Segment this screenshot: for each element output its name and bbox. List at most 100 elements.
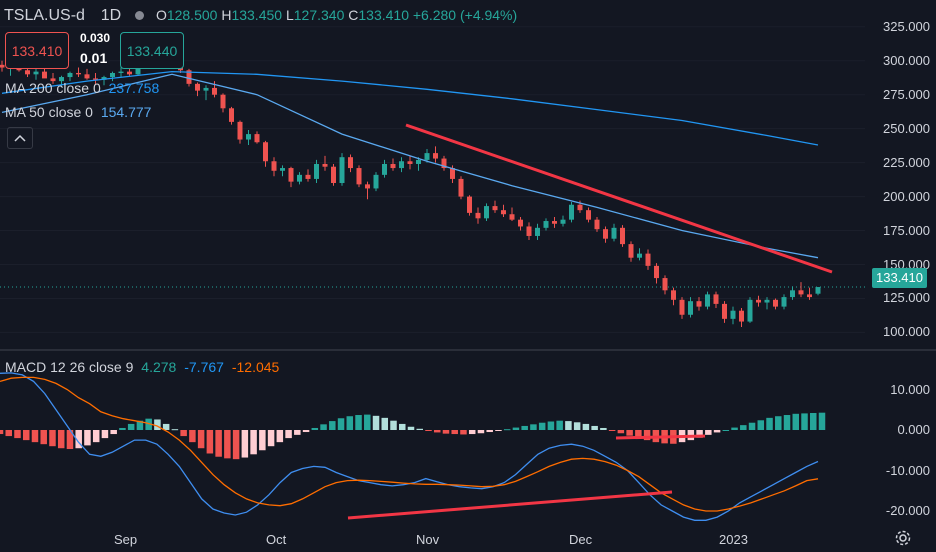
macd-histogram-bar	[495, 430, 502, 431]
price-tick-label: 100.000	[883, 324, 930, 340]
macd-legend[interactable]: MACD 12 26 close 9 4.278 -7.767 -12.045	[5, 359, 279, 375]
sell-button[interactable]: 133.410	[5, 32, 69, 69]
quantity-field[interactable]: 0.01	[80, 50, 108, 66]
candle-body	[212, 87, 217, 95]
candle-body	[322, 163, 328, 167]
macd-histogram-bar	[617, 430, 625, 434]
candle-body	[339, 157, 345, 183]
candle-body	[484, 206, 489, 219]
macd-histogram-bar	[267, 430, 275, 447]
macd-histogram-bar	[810, 412, 817, 430]
candle-body	[713, 294, 719, 304]
macd-histogram-bar	[600, 427, 607, 430]
macd-histogram-bar	[399, 423, 406, 430]
candle-body	[569, 204, 574, 220]
symbol-name[interactable]: TSLA.US-d	[4, 7, 85, 24]
price-tick-label: 325.000	[883, 18, 930, 34]
macd-histogram-bar	[748, 422, 756, 430]
macd-histogram-bar	[206, 430, 214, 454]
macd-histogram-bar	[294, 430, 301, 435]
macd-histogram-bar	[232, 430, 240, 460]
candle-body	[25, 70, 30, 75]
macd-histogram-bar	[538, 422, 546, 430]
macd-line-value: -7.767	[184, 359, 224, 375]
candle-body	[42, 71, 47, 79]
macd-histogram-bar	[145, 418, 152, 430]
candle-body	[297, 174, 302, 182]
macd-histogram-bar	[259, 430, 266, 451]
macd-histogram-bar	[503, 429, 511, 431]
collapse-legend-button[interactable]	[7, 127, 33, 149]
trend-line-macd	[347, 490, 673, 520]
macd-histogram-bar	[626, 430, 633, 436]
ma200-legend[interactable]: MA 200 close 0 237.758	[5, 80, 159, 96]
macd-histogram-bar	[180, 430, 187, 437]
macd-histogram-bar	[119, 427, 126, 430]
time-tick-label: Oct	[266, 532, 287, 547]
candle-body	[637, 253, 642, 258]
price-tick-label: 175.000	[883, 222, 930, 238]
macd-histogram-bar	[355, 415, 362, 430]
macd-histogram-bar	[547, 421, 555, 430]
macd-histogram-bar	[171, 429, 179, 431]
trend-line-price	[405, 123, 833, 274]
macd-histogram-bar	[731, 427, 738, 430]
macd-histogram-bar	[311, 427, 319, 430]
candle-body	[424, 153, 430, 160]
candle-body	[577, 204, 583, 211]
macd-label: MACD 12 26 close 9	[5, 359, 134, 375]
candle-body	[722, 303, 727, 319]
macd-histogram-bar	[66, 430, 74, 450]
macd-histogram-bar	[92, 430, 100, 443]
macd-histogram-bar	[425, 430, 432, 431]
settings-button[interactable]	[894, 529, 912, 547]
macd-histogram-bar	[40, 430, 47, 445]
candle-body	[594, 219, 600, 230]
market-status-icon	[135, 11, 145, 20]
ma50-line	[1, 73, 819, 259]
ma50-legend[interactable]: MA 50 close 0 154.777	[5, 104, 151, 120]
macd-histogram-bar	[486, 430, 493, 433]
chevron-up-icon	[14, 134, 26, 142]
candle-body	[186, 70, 192, 84]
macd-histogram-bar	[740, 425, 747, 430]
price-tick-label: 225.000	[883, 154, 930, 170]
candle-body	[815, 287, 821, 294]
macd-histogram-bar	[22, 430, 30, 441]
candle-body	[560, 219, 566, 224]
candle-body	[654, 265, 659, 279]
price-tick-label: 275.000	[883, 86, 930, 102]
candle-body	[127, 71, 132, 75]
price-tick-label: 150.000	[883, 256, 930, 272]
macd-histogram-bar	[276, 430, 284, 443]
candle-body	[237, 121, 243, 140]
interval-label[interactable]: 1D	[100, 7, 122, 24]
candle-body	[603, 229, 608, 239]
candle-body	[475, 212, 481, 219]
close-value: 133.410	[358, 7, 409, 23]
candle-body	[271, 161, 277, 171]
macd-histogram-bar	[154, 419, 161, 430]
candle-body	[458, 178, 464, 197]
macd-histogram-bar	[364, 414, 371, 430]
trend-line-histogram	[615, 434, 706, 440]
price-tick-label: 125.000	[883, 290, 930, 306]
price-tick-label: 250.000	[883, 120, 930, 136]
candle-body	[433, 153, 438, 159]
candle-body	[509, 214, 515, 220]
candle-body	[807, 294, 812, 298]
buy-button[interactable]: 133.440	[120, 32, 184, 69]
macd-histogram-bar	[49, 430, 56, 447]
candle-body	[254, 134, 260, 143]
macd-histogram-bar	[783, 415, 791, 430]
macd-histogram-bar	[792, 413, 800, 430]
macd-tick-label: 0.000	[897, 422, 930, 437]
spread-value: 0.030	[80, 31, 111, 45]
macd-histogram-bar	[337, 418, 345, 430]
macd-signal-line	[0, 376, 819, 512]
candle-body	[84, 74, 90, 79]
macd-histogram-bar	[468, 430, 476, 435]
candle-body	[679, 299, 685, 315]
candle-body	[543, 221, 549, 228]
